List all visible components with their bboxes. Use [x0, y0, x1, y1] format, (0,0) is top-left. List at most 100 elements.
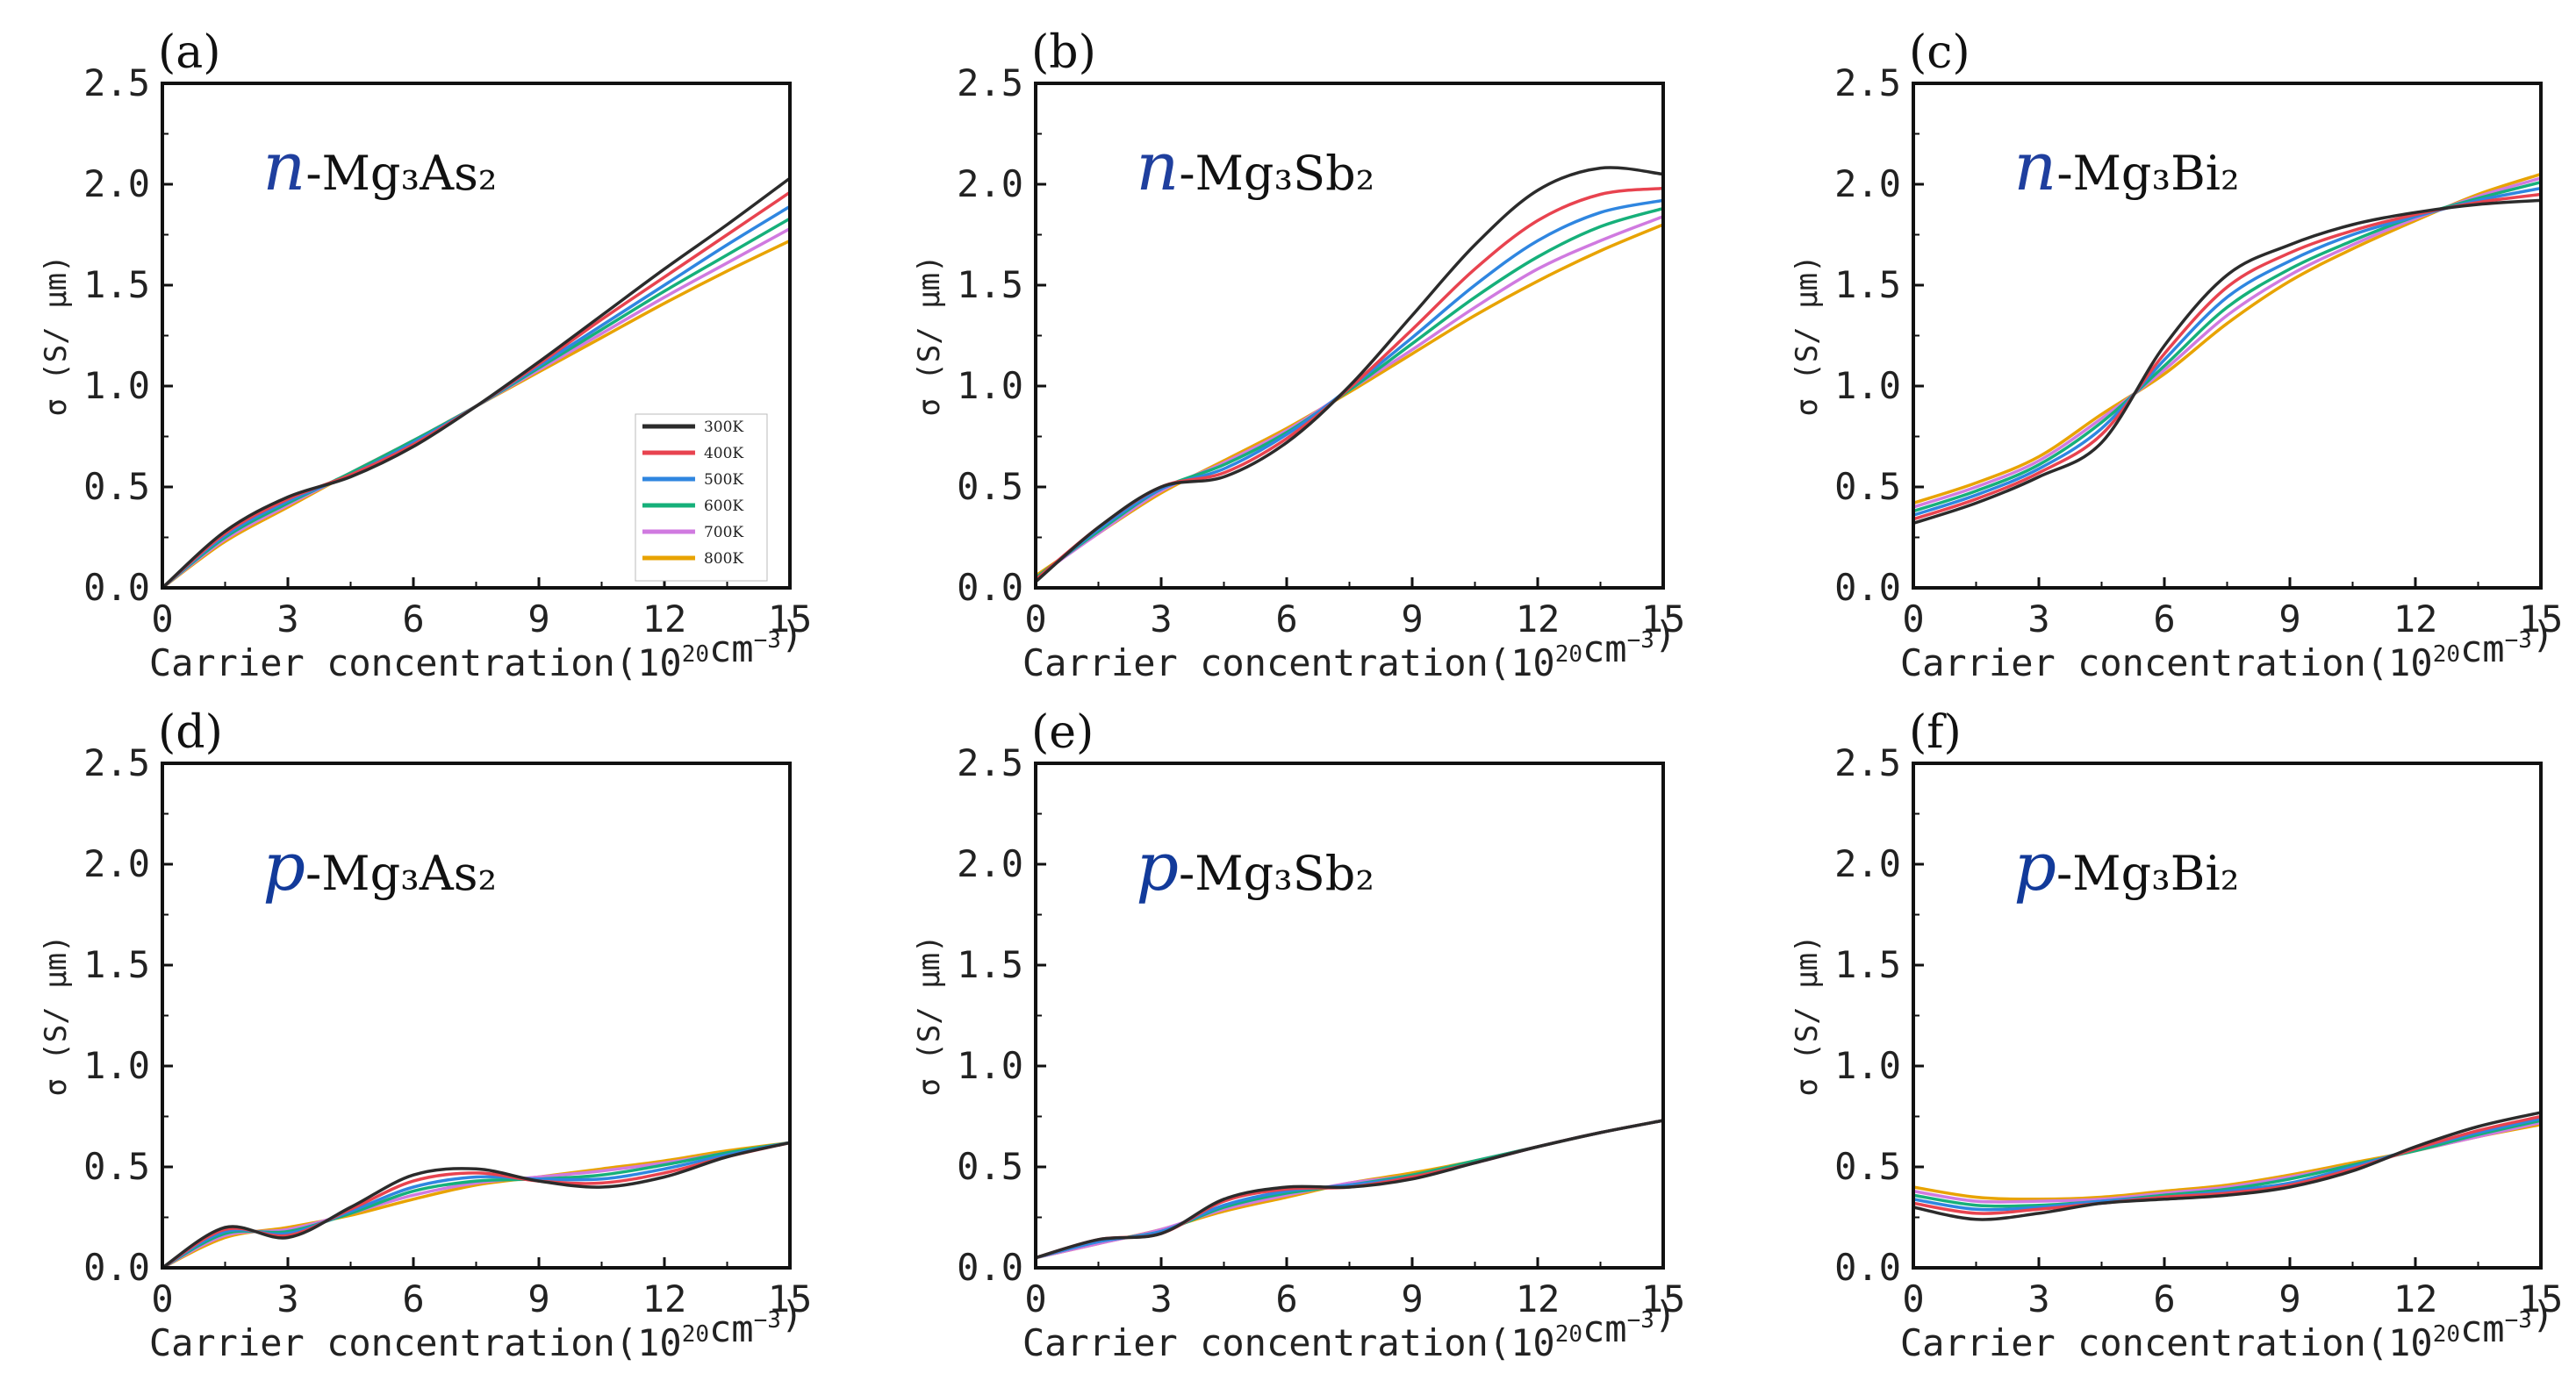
y-axis-label: σ (S/ μm)	[39, 254, 74, 416]
x-axis-label: Carrier concentration(1020cm−3)	[1023, 1293, 1676, 1364]
y-tick-label: 0.0	[83, 1246, 150, 1289]
series-line-300k	[1036, 166, 1663, 583]
legend-label: 400K	[704, 445, 743, 462]
y-tick-label: 2.0	[1834, 162, 1901, 205]
y-tick-label: 0.5	[83, 465, 150, 508]
series-line-300k	[1913, 198, 2541, 526]
chart-panel: (c) 0 3 6 9 12 15 0.0 0.5 1.0 1.5 2.0 2.5 n-Mg₃Bi₂ σ (…	[1790, 26, 2563, 684]
chart-panel: (f) 0 3 6 9 12 15 0.0 0.5 1.0 1.5 2.0 2.5 p-Mg₃Bi₂ σ (…	[1790, 706, 2563, 1364]
y-tick-label: 2.0	[957, 162, 1023, 205]
x-tick-label: 6	[1275, 597, 1297, 640]
y-tick-label: 0.5	[957, 1145, 1023, 1188]
y-tick-label: 1.0	[957, 1044, 1023, 1087]
y-tick-label: 2.5	[83, 61, 150, 104]
legend: 300K 400K 500K 600K 700K 800K	[635, 413, 768, 582]
x-tick-label: 15	[768, 1277, 813, 1320]
series-line-400k	[1913, 1114, 2541, 1215]
y-tick-label: 2.0	[1834, 842, 1901, 885]
x-tick-label: 12	[2393, 597, 2438, 640]
x-tick-label: 0	[1902, 597, 1924, 640]
panel-label: (a)	[158, 26, 221, 79]
y-tick-label: 1.5	[83, 263, 150, 306]
y-tick-label: 1.0	[83, 364, 150, 407]
x-tick-label: 3	[1150, 597, 1172, 640]
x-tick-label: 6	[402, 1277, 424, 1320]
material-label: n-Mg₃Bi₂	[2013, 127, 2239, 205]
material-label: n-Mg₃Sb₂	[1136, 127, 1374, 205]
y-tick-label: 2.5	[83, 741, 150, 784]
x-tick-label: 3	[1150, 1277, 1172, 1320]
series-line-300k	[1913, 1111, 2541, 1221]
series-line-800k	[1913, 172, 2541, 505]
x-tick-label: 6	[2153, 597, 2175, 640]
legend-box	[635, 413, 768, 582]
plot-frame	[1912, 82, 2543, 590]
series-line-700k	[1036, 215, 1663, 579]
y-tick-label: 2.0	[83, 842, 150, 885]
y-tick-label: 1.5	[1834, 263, 1901, 306]
plot-frame	[161, 762, 792, 1270]
y-axis-label: σ (S/ μm)	[1790, 254, 1825, 416]
x-tick-label: 3	[276, 1277, 298, 1320]
series-line-500k	[1913, 186, 2541, 517]
x-tick-label: 15	[1641, 597, 1686, 640]
x-axis-label: Carrier concentration(1020cm−3)	[1900, 1293, 2554, 1364]
legend-label: 500K	[704, 471, 743, 489]
plot-frame	[1034, 82, 1665, 590]
legend-label: 700K	[704, 524, 743, 541]
y-axis-label: σ (S/ μm)	[39, 934, 74, 1096]
material-label: p-Mg₃As₂	[262, 827, 497, 905]
chart-panel: (e) 0 3 6 9 12 15 0.0 0.5 1.0 1.5 2.0 2.5 p-Mg₃Sb₂ σ (…	[912, 706, 1685, 1364]
series-line-500k	[162, 1141, 790, 1268]
panel-label: (c)	[1909, 26, 1970, 79]
x-tick-label: 9	[1401, 1277, 1423, 1320]
material-label: p-Mg₃Sb₂	[1136, 827, 1374, 905]
x-tick-label: 12	[1516, 1277, 1561, 1320]
y-tick-label: 1.0	[957, 364, 1023, 407]
y-tick-label: 2.0	[957, 842, 1023, 885]
chart-panel: (a) 0 3 6 9 12 15 0.0 0.5 1.0 1.5 2.0 2.5 n-Mg₃As₂ σ (…	[39, 26, 812, 684]
material-label: p-Mg₃Bi₂	[2013, 827, 2239, 905]
y-tick-label: 2.5	[1834, 741, 1901, 784]
legend-label: 300K	[704, 419, 743, 436]
y-axis-label: σ (S/ μm)	[912, 254, 947, 416]
panel-label: (f)	[1909, 706, 1962, 759]
x-tick-label: 15	[768, 597, 813, 640]
series-line-800k	[1036, 223, 1663, 577]
y-tick-label: 1.0	[1834, 364, 1901, 407]
y-tick-label: 0.0	[1834, 1246, 1901, 1289]
series-line-300k	[1036, 1119, 1663, 1260]
y-tick-label: 1.0	[83, 1044, 150, 1087]
y-tick-label: 0.5	[1834, 465, 1901, 508]
y-tick-label: 0.5	[83, 1145, 150, 1188]
x-tick-label: 15	[1641, 1277, 1686, 1320]
chart-panel: (b) 0 3 6 9 12 15 0.0 0.5 1.0 1.5 2.0 2.5 n-Mg₃Sb₂ σ (…	[912, 26, 1685, 684]
y-tick-label: 0.0	[957, 1246, 1023, 1289]
series-line-600k	[1913, 1119, 2541, 1208]
x-tick-label: 15	[2519, 1277, 2564, 1320]
x-axis-label: Carrier concentration(1020cm−3)	[1900, 613, 2554, 684]
panel-label: (d)	[158, 706, 223, 759]
x-tick-label: 12	[1516, 597, 1561, 640]
panel-label: (b)	[1031, 26, 1096, 79]
y-axis-label: σ (S/ μm)	[1790, 934, 1825, 1096]
y-tick-label: 1.5	[83, 943, 150, 986]
x-axis-label: Carrier concentration(1020cm−3)	[149, 613, 803, 684]
series-line-300k	[162, 176, 790, 588]
x-tick-label: 0	[1902, 1277, 1924, 1320]
y-tick-label: 2.5	[957, 61, 1023, 104]
y-tick-label: 0.5	[957, 465, 1023, 508]
x-tick-label: 3	[2027, 597, 2049, 640]
series-line-700k	[1913, 176, 2541, 509]
y-tick-label: 0.5	[1834, 1145, 1901, 1188]
legend-label: 600K	[704, 497, 743, 515]
y-tick-label: 2.5	[1834, 61, 1901, 104]
x-tick-label: 0	[151, 1277, 173, 1320]
y-tick-label: 1.5	[1834, 943, 1901, 986]
y-axis-label: σ (S/ μm)	[912, 934, 947, 1096]
series-line-300k	[162, 1141, 790, 1268]
y-tick-label: 2.0	[83, 162, 150, 205]
x-tick-label: 9	[2278, 597, 2300, 640]
y-tick-label: 0.0	[1834, 566, 1901, 609]
